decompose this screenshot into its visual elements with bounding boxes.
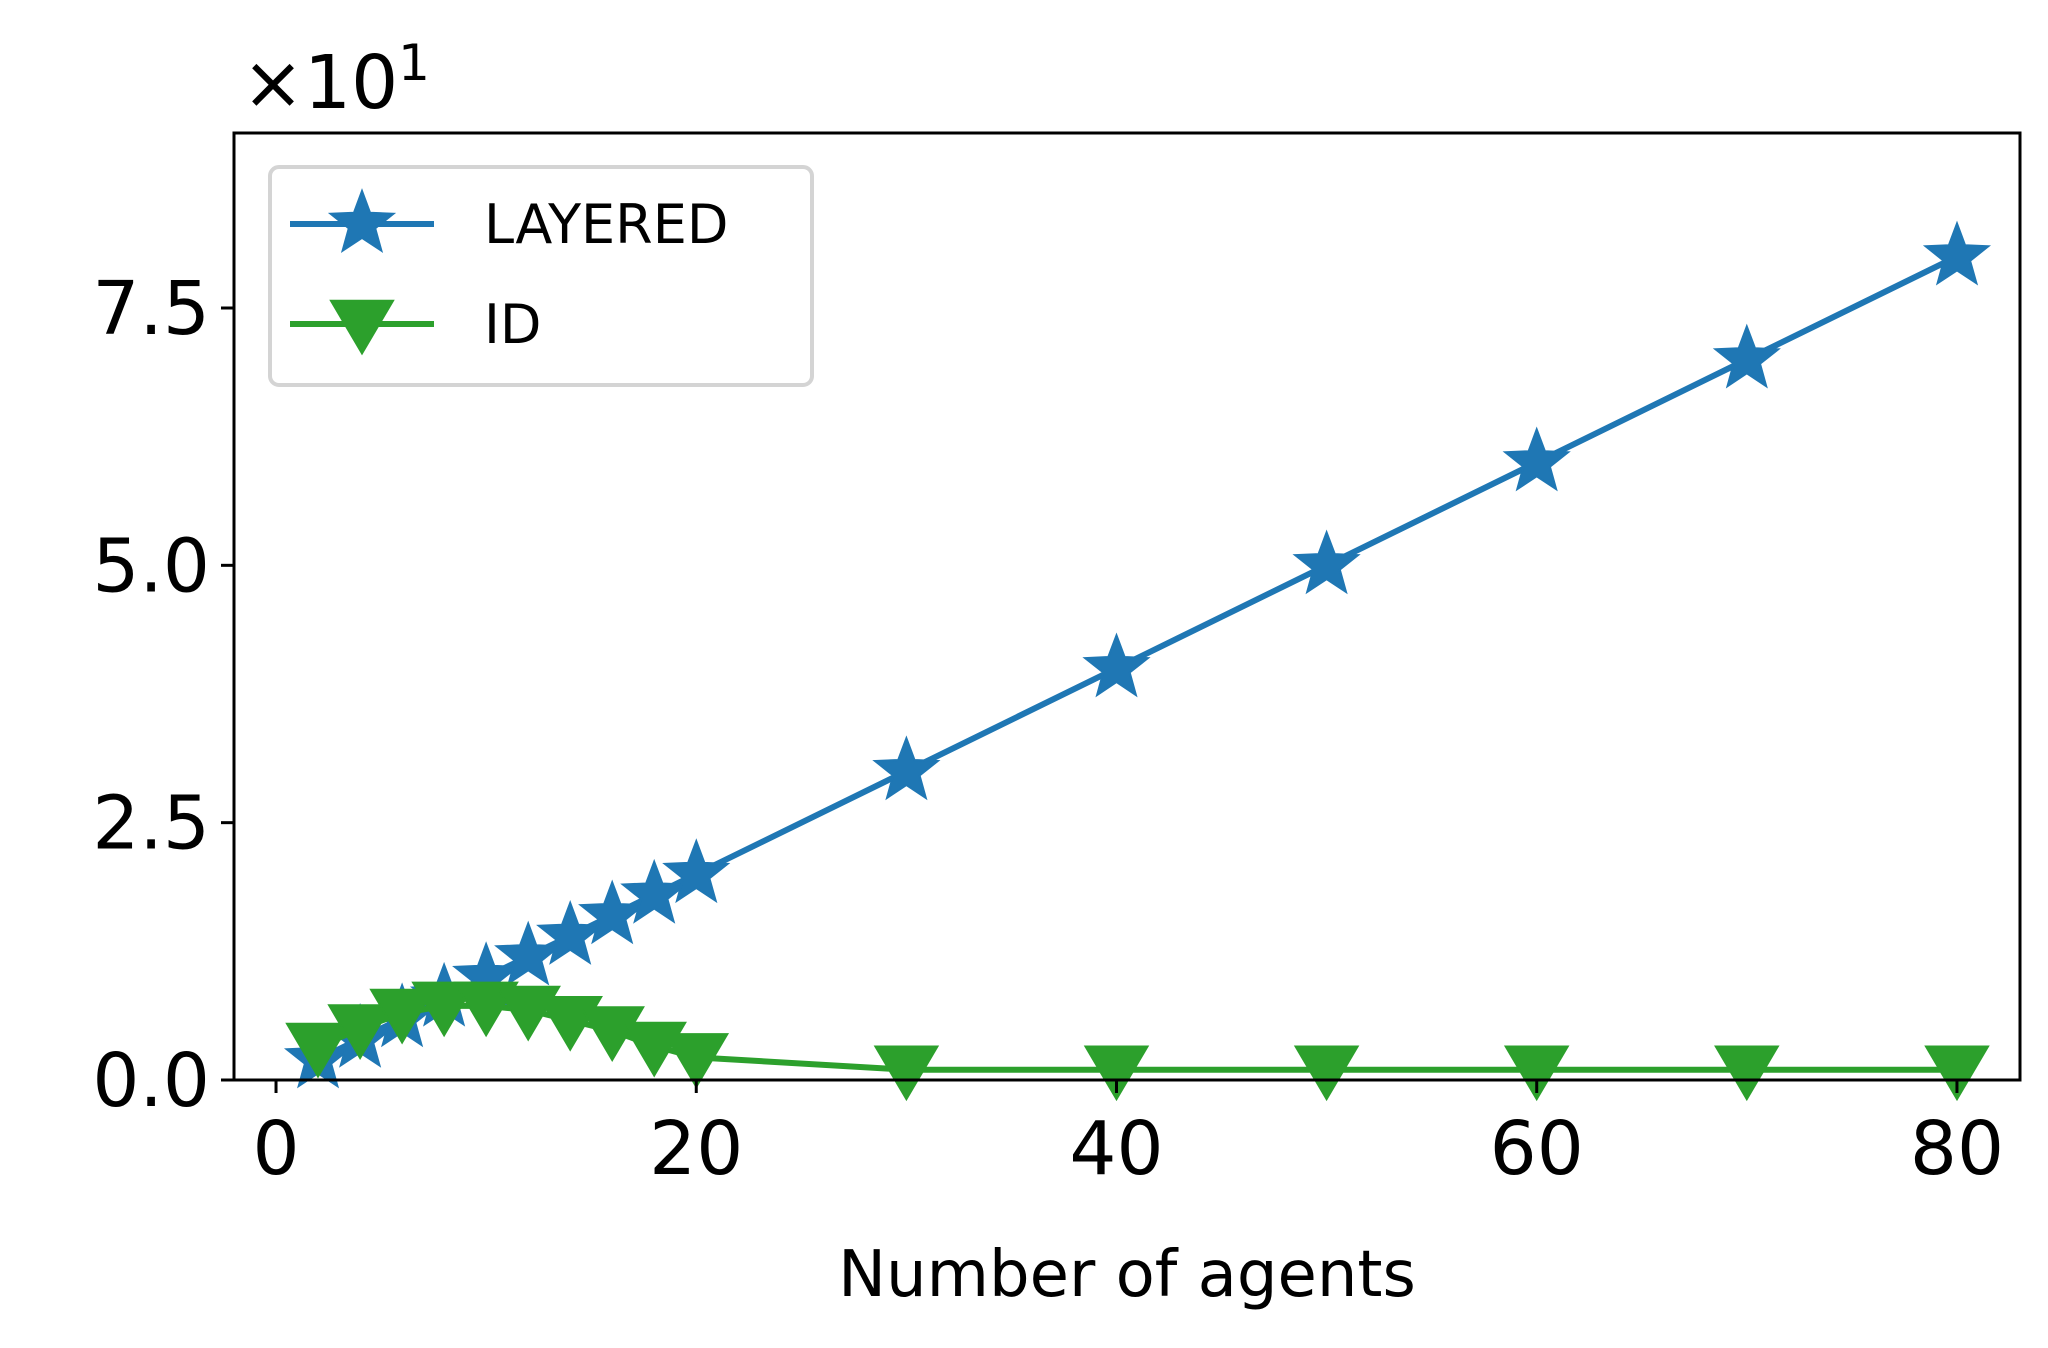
legend-star-marker bbox=[327, 188, 397, 254]
x-tick-label: 80 bbox=[1910, 1106, 2004, 1192]
star-marker bbox=[1922, 220, 1992, 286]
plot-area-frame bbox=[232, 131, 2022, 1082]
series-layer bbox=[283, 220, 1992, 1102]
legend-label: ID bbox=[484, 293, 542, 356]
star-marker bbox=[1292, 529, 1361, 595]
x-axis: 0 20 40 60 80 bbox=[252, 1080, 2004, 1192]
legend: LAYERED ID bbox=[268, 165, 814, 387]
x-tick-label: 20 bbox=[649, 1106, 743, 1192]
triangle-marker bbox=[1293, 1045, 1360, 1102]
triangle-marker bbox=[663, 1033, 730, 1089]
triangle-marker bbox=[285, 1022, 351, 1079]
x-axis-label: Number of agents bbox=[838, 1238, 1416, 1312]
triangle-marker bbox=[1503, 1045, 1570, 1102]
y-tick-label: 7.5 bbox=[92, 266, 210, 352]
star-marker bbox=[620, 858, 689, 924]
star-marker bbox=[1502, 426, 1571, 492]
y-offset-base: ×10 bbox=[242, 40, 398, 126]
star-marker bbox=[1712, 323, 1781, 389]
triangle-marker bbox=[1924, 1045, 1990, 1102]
legend-entry: ID bbox=[290, 293, 542, 356]
star-marker bbox=[494, 920, 563, 986]
y-axis: 0.0 2.5 5.0 7.5 bbox=[92, 266, 234, 1124]
star-marker bbox=[578, 879, 647, 945]
triangle-marker bbox=[369, 988, 435, 1045]
x-tick-label: 60 bbox=[1490, 1106, 1584, 1192]
triangle-marker bbox=[411, 981, 477, 1038]
y-tick-label: 0.0 bbox=[92, 1038, 210, 1124]
triangle-marker bbox=[579, 1006, 645, 1062]
legend-triangle-marker bbox=[329, 299, 395, 356]
triangle-marker bbox=[873, 1045, 940, 1102]
y-tick-label: 2.5 bbox=[92, 781, 210, 867]
triangle-marker bbox=[1714, 1045, 1780, 1102]
y-offset-label: ×101 bbox=[242, 34, 430, 126]
x-tick-label: 0 bbox=[252, 1106, 299, 1192]
star-marker bbox=[536, 900, 605, 965]
series-id bbox=[285, 981, 1990, 1102]
star-marker bbox=[1082, 632, 1151, 698]
triangle-marker bbox=[1083, 1045, 1150, 1102]
star-marker bbox=[872, 735, 941, 801]
legend-label: LAYERED bbox=[484, 193, 728, 256]
y-tick-label: 5.0 bbox=[92, 523, 210, 609]
triangle-marker bbox=[327, 1004, 393, 1060]
x-tick-label: 40 bbox=[1069, 1106, 1163, 1192]
y-offset-exponent: 1 bbox=[398, 34, 430, 92]
star-marker bbox=[662, 838, 731, 904]
legend-entry: LAYERED bbox=[290, 188, 728, 256]
